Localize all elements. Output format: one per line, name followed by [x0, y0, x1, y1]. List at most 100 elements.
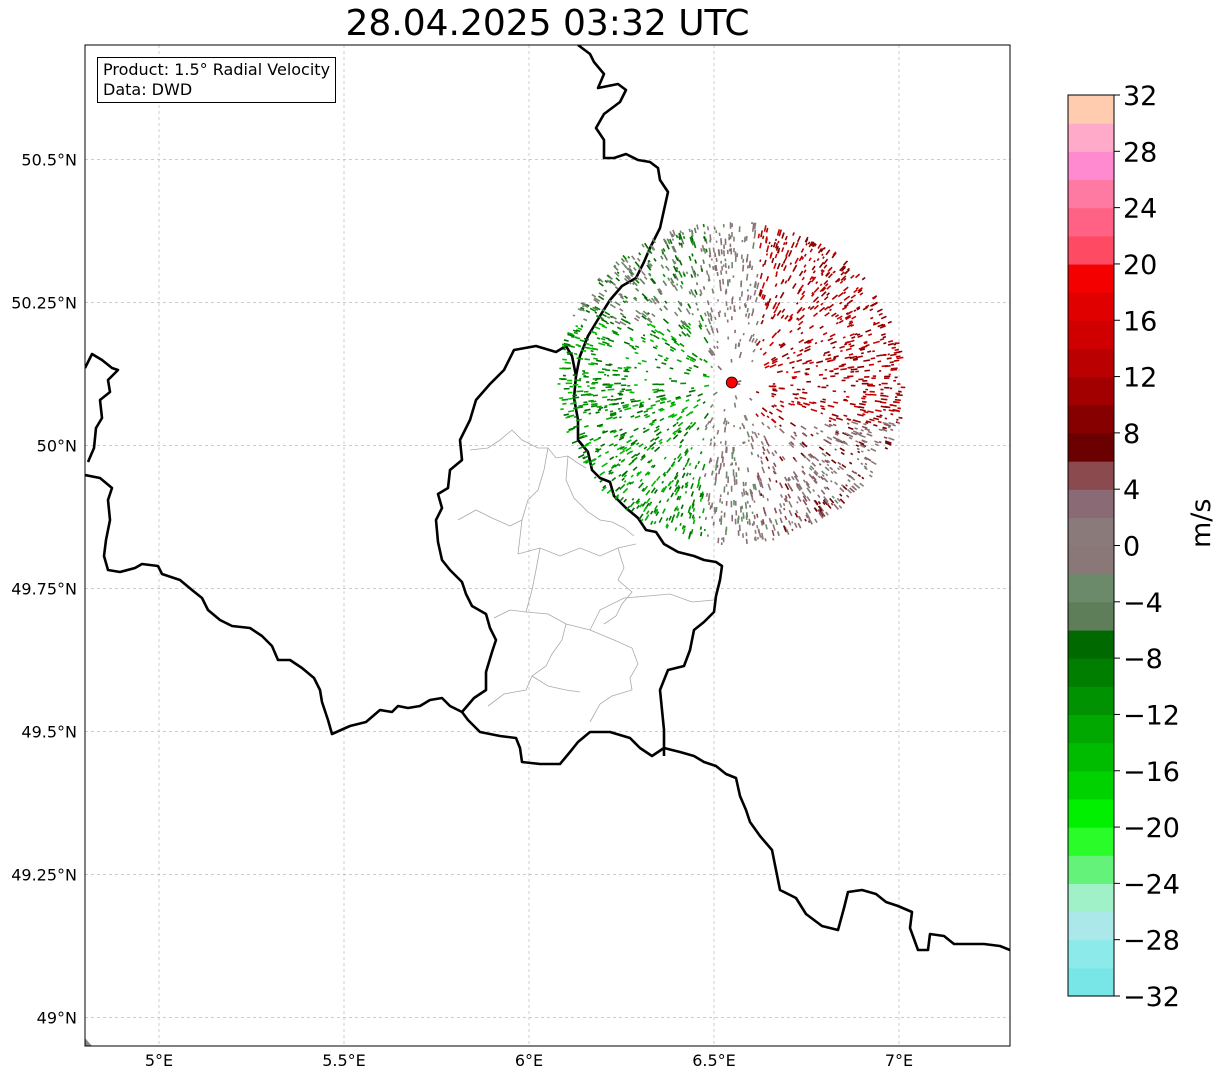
- echo-pixel: [716, 340, 719, 344]
- echo-pixel: [719, 463, 722, 470]
- echo-pixel: [572, 329, 578, 333]
- echo-pixel: [634, 278, 640, 284]
- echo-pixel: [867, 449, 871, 452]
- echo-pixel: [772, 241, 777, 248]
- echo-pixel: [824, 459, 829, 464]
- echo-pixel: [898, 416, 903, 419]
- echo-pixel: [685, 308, 691, 315]
- echo-pixel: [765, 236, 768, 242]
- echo-pixel: [763, 435, 767, 440]
- echo-pixel: [896, 356, 904, 360]
- echo-pixel: [786, 356, 790, 360]
- echo-pixel: [609, 410, 614, 413]
- echo-pixel: [708, 502, 711, 506]
- echo-pixel: [839, 447, 845, 452]
- echo-pixel: [682, 467, 686, 471]
- echo-pixel: [882, 426, 887, 430]
- echo-pixel: [730, 485, 733, 492]
- echo-pixel: [649, 244, 655, 251]
- echo-pixel: [580, 325, 584, 328]
- echo-pixel: [823, 279, 829, 285]
- echo-pixel: [808, 517, 813, 525]
- echo-pixel: [848, 343, 852, 346]
- echo-pixel: [756, 525, 759, 529]
- echo-pixel: [776, 370, 783, 374]
- echo-pixel: [718, 518, 721, 522]
- echo-pixel: [695, 282, 699, 286]
- echo-pixel: [816, 258, 820, 262]
- echo-pixel: [793, 431, 797, 435]
- echo-pixel: [718, 468, 721, 475]
- x-tick-label: 5°E: [145, 1051, 173, 1070]
- echo-pixel: [821, 407, 826, 411]
- echo-pixel: [720, 249, 723, 255]
- echo-pixel: [645, 428, 650, 433]
- echo-pixel: [622, 487, 629, 494]
- echo-pixel: [634, 384, 638, 386]
- echo-pixel: [819, 283, 823, 287]
- echo-pixel: [856, 457, 860, 461]
- echo-pixel: [731, 298, 733, 305]
- echo-pixel: [781, 308, 786, 313]
- echo-pixel: [597, 371, 605, 374]
- echo-pixel: [867, 410, 874, 414]
- echo-pixel: [676, 359, 682, 363]
- echo-pixel: [828, 266, 833, 271]
- echo-pixel: [724, 242, 727, 246]
- echo-pixel: [616, 326, 622, 330]
- echo-pixel: [702, 374, 710, 378]
- colorbar-segment: [1068, 151, 1114, 181]
- echo-pixel: [652, 464, 656, 469]
- echo-pixel: [601, 462, 608, 468]
- echo-pixel: [640, 455, 646, 461]
- echo-pixel: [825, 486, 830, 491]
- echo-pixel: [803, 253, 807, 257]
- echo-pixel: [864, 427, 871, 432]
- echo-pixel: [872, 350, 875, 353]
- echo-pixel: [617, 407, 621, 410]
- echo-pixel: [590, 349, 594, 353]
- echo-pixel: [608, 471, 612, 475]
- echo-pixel: [662, 318, 669, 325]
- echo-pixel: [790, 384, 794, 387]
- echo-pixel: [664, 300, 668, 304]
- echo-pixel: [667, 277, 671, 282]
- echo-pixel: [779, 400, 784, 404]
- echo-pixel: [737, 383, 741, 386]
- echo-pixel: [858, 405, 865, 409]
- echo-pixel: [841, 305, 848, 311]
- echo-pixel: [563, 348, 566, 351]
- echo-pixel: [723, 250, 726, 257]
- echo-pixel: [771, 451, 775, 457]
- echo-pixel: [627, 326, 634, 332]
- echo-pixel: [618, 293, 624, 298]
- echo-pixel: [820, 339, 824, 343]
- echo-pixel: [774, 450, 778, 454]
- echo-pixel: [818, 462, 822, 466]
- echo-pixel: [714, 316, 717, 321]
- echo-pixel: [862, 413, 866, 416]
- echo-pixel: [594, 311, 598, 314]
- echo-pixel: [588, 412, 592, 415]
- echo-pixel: [591, 347, 599, 351]
- echo-pixel: [780, 387, 785, 390]
- echo-pixel: [669, 413, 675, 418]
- echo-pixel: [602, 396, 608, 399]
- echo-pixel: [648, 398, 651, 401]
- echo-pixel: [850, 370, 855, 373]
- echo-pixel: [688, 462, 692, 466]
- echo-pixel: [617, 367, 623, 370]
- echo-pixel: [579, 339, 585, 343]
- echo-pixel: [602, 313, 607, 318]
- y-tick-label: 49.25°N: [11, 865, 77, 884]
- echo-pixel: [898, 390, 901, 393]
- echo-pixel: [614, 320, 621, 325]
- echo-pixel: [605, 321, 610, 325]
- echo-pixel: [671, 337, 678, 343]
- echo-pixel: [618, 436, 625, 441]
- echo-pixel: [760, 440, 764, 445]
- echo-pixel: [643, 413, 649, 417]
- echo-pixel: [712, 247, 715, 253]
- echo-pixel: [762, 351, 767, 356]
- echo-pixel: [836, 315, 843, 320]
